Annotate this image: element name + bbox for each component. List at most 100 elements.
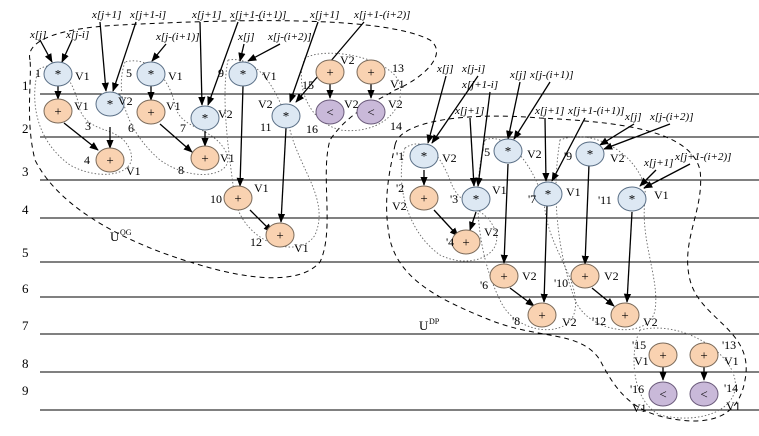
node-og8: +8 V1	[178, 145, 235, 177]
svg-text:6: 6	[128, 121, 134, 135]
node-og2: + V1	[43, 98, 89, 124]
node-og13: +13 V1	[356, 59, 405, 91]
node-dp14: < '14 V1	[689, 381, 741, 413]
svg-text:5: 5	[126, 66, 132, 80]
svg-text:'16: '16	[630, 382, 644, 396]
input-label: x[j+1]	[534, 105, 564, 117]
svg-text:+: +	[147, 105, 154, 120]
svg-text:V1: V1	[75, 69, 90, 83]
node-og14: <14 V2	[356, 97, 403, 133]
region-og-outline	[28, 20, 437, 279]
svg-text:V1: V1	[254, 181, 269, 195]
input-label: x[j+1-(i+2)]	[674, 151, 731, 163]
og-nodes: * 1 V1 + V1 * 3 V2 +4 V1 * 5 V1 +6 V1 * 7 V2 +8 V1 *…	[35, 53, 405, 255]
svg-text:*: *	[240, 67, 247, 82]
svg-text:V2: V2	[388, 97, 403, 111]
node-dp7: * '7 V1	[528, 181, 581, 207]
node-og16: <16 V2	[306, 97, 359, 136]
svg-text:V1: V1	[74, 99, 89, 113]
svg-text:'2: '2	[396, 181, 404, 195]
input-label: x[j+1-i]	[461, 79, 498, 91]
svg-text:'7: '7	[528, 192, 536, 206]
node-dp4: + '4 V2	[446, 225, 499, 255]
input-label: x[j]	[624, 111, 642, 123]
svg-text:'4: '4	[446, 235, 454, 249]
row-number: 2	[22, 121, 29, 136]
input-label: x[j+1-(i+2)]	[353, 9, 410, 21]
input-label: x[j+1]	[191, 9, 221, 21]
svg-text:+: +	[581, 269, 588, 284]
svg-text:+: +	[367, 65, 374, 80]
svg-text:V2: V2	[442, 151, 457, 165]
svg-text:*: *	[421, 149, 428, 164]
svg-text:10: 10	[210, 192, 222, 206]
svg-text:*: *	[473, 192, 480, 207]
input-label: x[j+1-i]	[129, 9, 166, 21]
node-dp16: < '16 V1	[630, 381, 678, 415]
node-dp1: * '1 V2	[396, 143, 457, 169]
input-label: x[j]	[509, 69, 527, 81]
svg-text:+: +	[54, 104, 61, 119]
svg-text:+: +	[276, 228, 283, 243]
input-label: x[j+1]	[454, 105, 484, 117]
svg-text:'8: '8	[512, 314, 520, 328]
svg-text:V2: V2	[604, 269, 619, 283]
svg-text:OG: OG	[120, 228, 132, 237]
svg-text:+: +	[106, 153, 113, 168]
input-label: x[j-i]	[65, 29, 89, 41]
row-lines	[40, 93, 759, 411]
svg-text:V1: V1	[566, 185, 581, 199]
svg-text:15: 15	[302, 78, 314, 92]
input-label: x[j]	[436, 63, 454, 75]
region-dp-label: U DP	[419, 317, 440, 333]
node-og9: * 9 V1	[218, 61, 277, 87]
svg-text:*: *	[55, 67, 62, 82]
row-number: 3	[22, 164, 29, 179]
node-dp2: + '2 V2	[392, 181, 439, 213]
node-dp11: * '11 V1	[598, 186, 669, 212]
svg-text:V1: V1	[654, 188, 669, 202]
svg-text:*: *	[505, 144, 512, 159]
svg-text:+: +	[201, 151, 208, 166]
svg-text:DP: DP	[429, 317, 440, 326]
row-number: 6	[22, 281, 29, 296]
svg-text:+: +	[420, 191, 427, 206]
input-label: x[j+1-(i+1)]	[567, 105, 624, 117]
input-label: x[j]	[237, 31, 255, 43]
svg-text:16: 16	[306, 122, 318, 136]
node-og7: * 7 V2	[180, 105, 233, 135]
svg-text:V2: V2	[392, 199, 407, 213]
svg-text:V1: V1	[166, 99, 181, 113]
input-label: x[j+1]	[91, 9, 121, 21]
svg-text:+: +	[500, 269, 507, 284]
svg-text:<: <	[659, 387, 666, 402]
svg-text:+: +	[462, 235, 469, 250]
dp-clusters	[400, 136, 736, 419]
svg-text:V2: V2	[340, 53, 355, 67]
input-label: x[j-(i+2)]	[649, 111, 693, 123]
svg-text:U: U	[419, 318, 429, 333]
row-number: 7	[22, 318, 29, 333]
svg-text:*: *	[545, 187, 552, 202]
node-dp8: + '8 V2	[512, 302, 577, 329]
svg-text:+: +	[659, 348, 666, 363]
svg-text:+: +	[234, 191, 241, 206]
svg-text:+: +	[538, 308, 545, 323]
svg-text:*: *	[283, 109, 290, 124]
svg-text:V2: V2	[610, 151, 625, 165]
row-numbers: 1 2 3 4 5 6 7 8 9	[22, 78, 29, 398]
svg-text:'3: '3	[450, 192, 458, 206]
region-dp-outline	[386, 115, 747, 422]
node-dp5: * '5 V2	[482, 138, 542, 164]
svg-text:V2: V2	[562, 315, 577, 329]
svg-text:'6: '6	[480, 278, 488, 292]
svg-text:14: 14	[390, 119, 402, 133]
input-label: x[j-(i+1)]	[155, 31, 199, 43]
svg-text:*: *	[202, 111, 209, 126]
og-inputs: x[j] x[j-i] x[j+1] x[j+1-i] x[j-(i+1)] x…	[29, 9, 410, 43]
node-og15: +15 V2	[302, 53, 355, 92]
input-label: x[j-(i+2)]	[267, 31, 311, 43]
node-dp3: * '3 V1	[450, 183, 507, 212]
svg-text:'10: '10	[554, 276, 568, 290]
svg-text:'12: '12	[592, 314, 606, 328]
